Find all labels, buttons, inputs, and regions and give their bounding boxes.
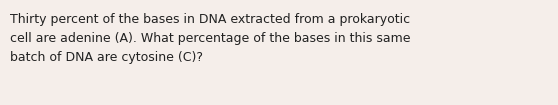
Text: Thirty percent of the bases in DNA extracted from a prokaryotic
cell are adenine: Thirty percent of the bases in DNA extra…: [10, 13, 411, 64]
